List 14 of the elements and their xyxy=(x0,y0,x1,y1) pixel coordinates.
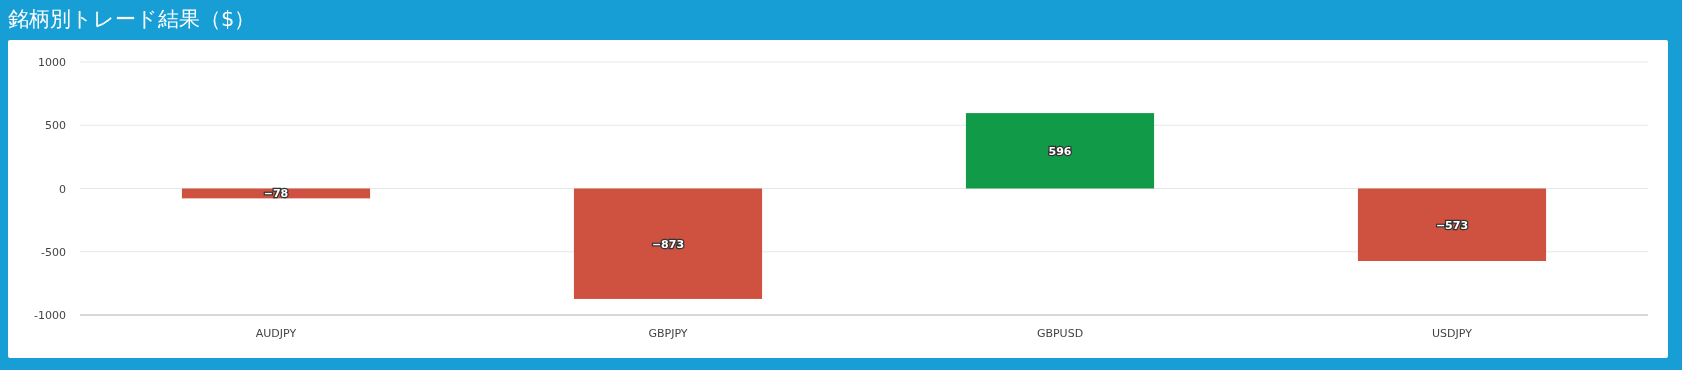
y-tick-label: 500 xyxy=(45,119,66,133)
data-label: −573 xyxy=(1435,218,1469,232)
x-tick-label: AUDJPY xyxy=(255,327,297,340)
y-tick-label: 1000 xyxy=(38,56,66,69)
data-label: −873 xyxy=(651,237,685,251)
y-tick-label: 0 xyxy=(59,182,66,196)
x-tick-label: USDJPY xyxy=(1432,327,1473,340)
chart-title: 銘柄別トレード結果（$） xyxy=(7,6,257,33)
data-label: −78 xyxy=(263,187,289,201)
y-tick-label: -500 xyxy=(41,245,66,259)
x-tick-label: GBPJPY xyxy=(648,327,688,340)
y-tick-label: -1000 xyxy=(34,309,66,322)
data-label: 596 xyxy=(1048,144,1072,158)
x-tick-label: GBPUSD xyxy=(1036,327,1084,340)
